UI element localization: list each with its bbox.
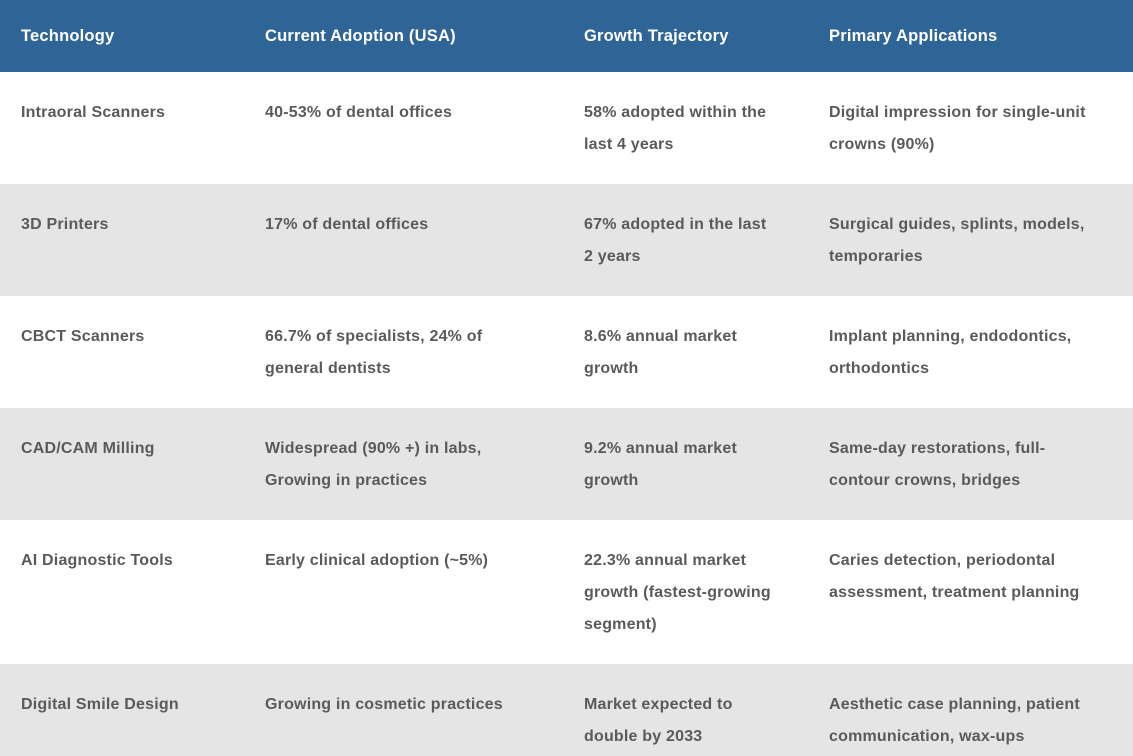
cell-adoption: 66.7% of specialists, 24% of general den… (265, 328, 483, 377)
cell-growth: Market expected to double by 2033 (584, 696, 733, 745)
cell-growth: 67% adopted in the last 2 years (584, 216, 767, 265)
cell-technology: Intraoral Scanners (21, 104, 166, 121)
cell-growth: 22.3% annual market growth (fastest-grow… (584, 552, 771, 633)
table-row: CBCT Scanners 66.7% of specialists, 24% o… (0, 296, 1133, 408)
cell-technology: AI Diagnostic Tools (21, 552, 173, 569)
cell-applications: Aesthetic case planning, patient communi… (829, 696, 1080, 745)
table-body: Intraoral Scanners 40-53% of dental offic… (0, 72, 1133, 756)
cell-adoption: Widespread (90% +) in labs, Growing in p… (265, 440, 482, 489)
table-row: AI Diagnostic Tools Early clinical adopti… (0, 520, 1133, 664)
cell-adoption: Early clinical adoption (~5%) (265, 552, 489, 569)
table-row: CAD/CAM Milling Widespread (90% +) in lab… (0, 408, 1133, 520)
cell-applications: Implant planning, endodontics, orthodont… (829, 328, 1072, 377)
header-row: Technology Current Adoption (USA) Growth… (0, 0, 1133, 72)
cell-adoption: 40-53% of dental offices (265, 104, 453, 121)
cell-growth: 9.2% annual market growth (584, 440, 737, 489)
cell-applications: Same-day restorations, full-contour crow… (829, 440, 1046, 489)
cell-adoption: 17% of dental offices (265, 216, 429, 233)
cell-adoption: Growing in cosmetic practices (265, 696, 503, 713)
cell-technology: CAD/CAM Milling (21, 440, 155, 457)
table-row: Intraoral Scanners 40-53% of dental offic… (0, 72, 1133, 184)
cell-technology: Digital Smile Design (21, 696, 179, 713)
table-row: 3D Printers 17% of dental offices 67% adop… (0, 184, 1133, 296)
cell-applications: Surgical guides, splints, models, tempor… (829, 216, 1085, 265)
cell-applications: Digital impression for single-unit crown… (829, 104, 1086, 153)
cell-technology: 3D Printers (21, 216, 109, 233)
cell-growth: 58% adopted within the last 4 years (584, 104, 767, 153)
column-header-current-adoption: Current Adoption (USA) (244, 0, 563, 72)
column-header-technology: Technology (0, 0, 244, 72)
column-header-primary-applications: Primary Applications (808, 0, 1133, 72)
table-header: Technology Current Adoption (USA) Growth… (0, 0, 1133, 72)
cell-applications: Caries detection, periodontal assessment… (829, 552, 1080, 601)
cell-technology: CBCT Scanners (21, 328, 145, 345)
cell-growth: 8.6% annual market growth (584, 328, 737, 377)
column-header-growth-trajectory: Growth Trajectory (563, 0, 808, 72)
table-row: Digital Smile Design Growing in cosmetic … (0, 664, 1133, 756)
